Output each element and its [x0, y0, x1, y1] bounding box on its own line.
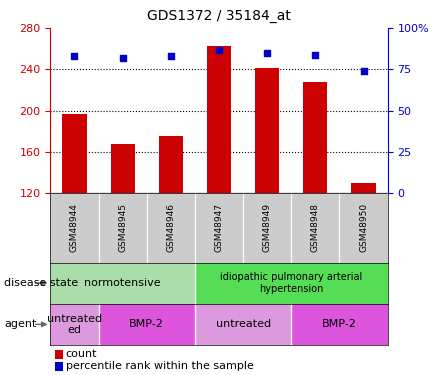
- Point: [119, 55, 126, 61]
- Text: untreated
ed: untreated ed: [47, 314, 102, 335]
- Bar: [351, 183, 375, 193]
- Point: [312, 51, 319, 57]
- Text: agent: agent: [4, 320, 37, 329]
- Bar: [99, 304, 195, 345]
- Text: GSM48948: GSM48948: [311, 203, 320, 252]
- Text: GSM48946: GSM48946: [166, 203, 175, 252]
- Bar: [50, 262, 195, 304]
- Bar: [110, 144, 134, 193]
- Text: GDS1372 / 35184_at: GDS1372 / 35184_at: [147, 9, 291, 23]
- Text: GSM48944: GSM48944: [70, 203, 79, 252]
- Bar: [159, 136, 183, 193]
- Bar: [62, 114, 86, 193]
- Text: untreated: untreated: [215, 320, 271, 329]
- Text: disease state: disease state: [4, 278, 78, 288]
- Bar: [195, 262, 388, 304]
- Point: [215, 46, 223, 53]
- Point: [360, 68, 367, 74]
- Text: BMP-2: BMP-2: [129, 320, 164, 329]
- Text: idiopathic pulmonary arterial
hypertension: idiopathic pulmonary arterial hypertensi…: [220, 272, 362, 294]
- Bar: [195, 304, 291, 345]
- Text: BMP-2: BMP-2: [322, 320, 357, 329]
- Text: GSM48945: GSM48945: [118, 203, 127, 252]
- Bar: [207, 46, 231, 193]
- Text: normotensive: normotensive: [85, 278, 161, 288]
- Point: [264, 50, 271, 56]
- Bar: [291, 304, 388, 345]
- Point: [71, 53, 78, 59]
- Bar: [255, 68, 279, 193]
- Bar: [303, 82, 327, 193]
- Text: GSM48950: GSM48950: [359, 203, 368, 252]
- Text: GSM48947: GSM48947: [215, 203, 223, 252]
- Text: percentile rank within the sample: percentile rank within the sample: [66, 361, 254, 371]
- Point: [167, 53, 174, 59]
- Text: GSM48949: GSM48949: [263, 203, 272, 252]
- Text: count: count: [66, 349, 97, 359]
- Bar: [50, 304, 99, 345]
